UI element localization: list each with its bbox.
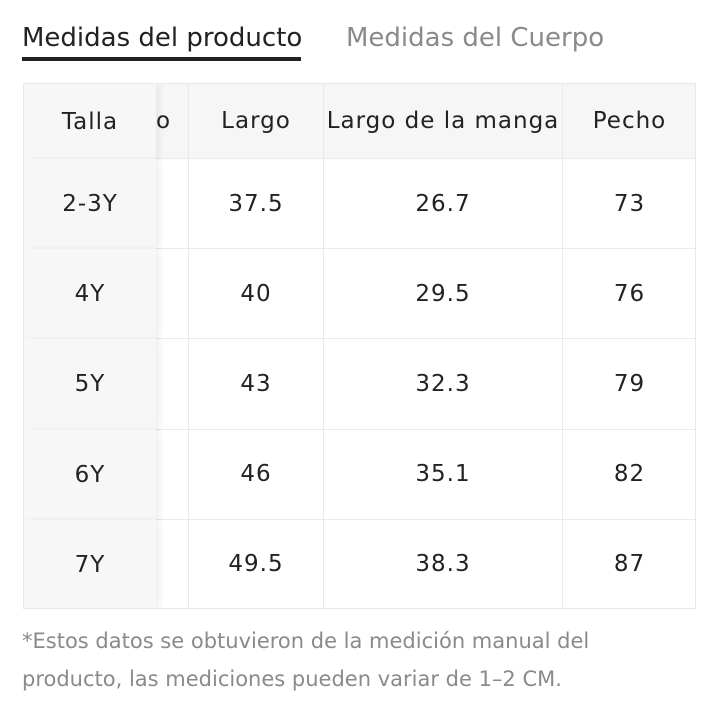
header-cell: o bbox=[156, 84, 189, 159]
value-cell: 35.1 bbox=[324, 429, 563, 520]
value-cell: 40 bbox=[189, 249, 324, 340]
scrolled-cell bbox=[156, 159, 189, 250]
scrolled-cell bbox=[156, 519, 189, 608]
tab-underline bbox=[22, 57, 301, 61]
value-cell: 73 bbox=[563, 159, 695, 250]
tab-active[interactable]: Medidas del producto bbox=[22, 23, 303, 53]
header-cell: Largo bbox=[189, 84, 324, 159]
value-cell: 49.5 bbox=[189, 519, 324, 608]
scrolled-cell bbox=[156, 429, 189, 520]
footnote: *Estos datos se obtuvieron de la medició… bbox=[22, 629, 590, 691]
header-cell: Pecho bbox=[563, 84, 695, 159]
value-cell: 38.3 bbox=[324, 519, 563, 608]
scrolled-cell bbox=[156, 249, 189, 340]
header-cell: Talla bbox=[24, 84, 156, 159]
value-cell: 37.5 bbox=[189, 159, 324, 250]
value-cell: 43 bbox=[189, 339, 324, 430]
size-table: Talla o Largo Largo de la manga Pecho 2-3Y 37.… bbox=[23, 83, 696, 609]
value-cell: 82 bbox=[563, 430, 695, 520]
size-cell: 4Y bbox=[24, 249, 156, 340]
value-cell: 29.5 bbox=[324, 249, 563, 340]
size-cell: 5Y bbox=[24, 339, 156, 430]
value-cell: 76 bbox=[563, 249, 695, 340]
value-cell: 32.3 bbox=[324, 339, 563, 430]
tab[interactable]: Medidas del Cuerpo bbox=[346, 23, 605, 53]
size-cell: 2-3Y bbox=[24, 159, 156, 250]
size-cell: 6Y bbox=[24, 429, 156, 520]
value-cell: 46 bbox=[189, 429, 324, 520]
header-cell: Largo de la manga bbox=[324, 84, 563, 159]
scrolled-cell bbox=[156, 339, 189, 430]
size-cell: 7Y bbox=[24, 519, 156, 608]
value-cell: 79 bbox=[563, 339, 695, 430]
value-cell: 26.7 bbox=[324, 159, 563, 250]
value-cell: 87 bbox=[563, 520, 695, 608]
